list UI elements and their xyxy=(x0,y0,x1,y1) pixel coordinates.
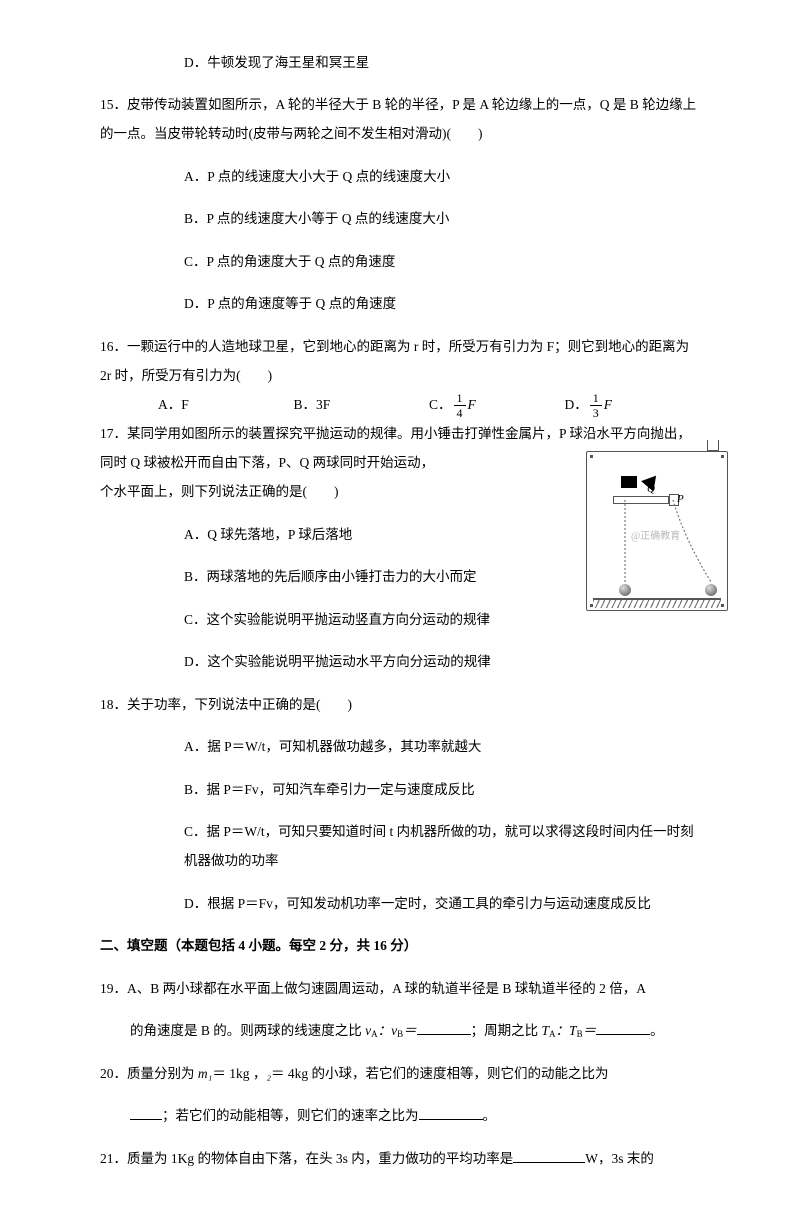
q15-option-d: D．P 点的角速度等于 Q 点的角速度 xyxy=(100,289,700,318)
q18-stem: 18．关于功率，下列说法中正确的是( ) xyxy=(100,690,700,719)
q20-eq2: ＝ 4kg 的小球，若它们的速度相等，则它们的动能之比为 xyxy=(271,1066,609,1081)
corner-dot-icon xyxy=(721,604,724,607)
q19-line2: 的角速度是 B 的。则两球的线速度之比 vA：vB＝ ；周期之比 TA：TB＝ 。 xyxy=(100,1016,700,1045)
q15-option-b: B．P 点的线速度大小等于 Q 点的线速度大小 xyxy=(100,204,700,233)
blank-input[interactable] xyxy=(513,1148,585,1163)
section-2-title: 二、填空题（本题包括 4 小题。每空 2 分，共 16 分） xyxy=(100,931,700,960)
q20-m1: m₁ xyxy=(198,1066,212,1081)
blank-input[interactable] xyxy=(130,1106,162,1121)
trajectory-icon xyxy=(615,500,719,596)
q18-option-d: D．根据 P＝Fv，可知发动机功率一定时，交通工具的牵引力与运动速度成反比 xyxy=(100,889,700,918)
q15-option-c: C．P 点的角速度大于 Q 点的角速度 xyxy=(100,247,700,276)
ground-hatch-icon xyxy=(593,600,721,608)
fraction-icon: 14 xyxy=(454,392,466,419)
q20-eq1: ＝ 1kg ， xyxy=(212,1066,266,1081)
q21-text-a: 21．质量为 1Kg 的物体自由下落，在头 3s 内，重力做功的平均功率是 xyxy=(100,1151,513,1166)
q16-c-prefix: C． xyxy=(429,397,452,412)
blank-input[interactable] xyxy=(417,1021,471,1036)
q16-options: A．F B．3F C．14F D．13F xyxy=(100,390,700,419)
q19-end: 。 xyxy=(650,1023,664,1038)
ball-q-icon xyxy=(619,584,631,596)
q16-option-b: B．3F xyxy=(294,390,430,419)
blank-input[interactable] xyxy=(419,1106,483,1121)
q16-c-suffix: F xyxy=(468,397,476,412)
q17-figure: Q P @正确教育 xyxy=(586,451,728,611)
ball-p-icon xyxy=(705,584,717,596)
q16-d-suffix: F xyxy=(604,397,612,412)
q21-text-b: W，3s 末的 xyxy=(585,1151,654,1166)
q17-option-d: D．这个实验能说明平抛运动水平方向分运动的规律 xyxy=(100,647,700,676)
label-q: Q xyxy=(647,478,655,502)
q20-end: 。 xyxy=(483,1108,497,1123)
q19-tr: TA：TB＝ xyxy=(542,1023,597,1038)
q19-text-a: 的角速度是 B 的。则两球的线速度之比 xyxy=(130,1023,365,1038)
blank-input[interactable] xyxy=(596,1021,650,1036)
q18-option-c: C．据 P＝W/t，可知只要知道时间 t 内机器所做的功，就可以求得这段时间内任… xyxy=(100,817,700,875)
fraction-icon: 13 xyxy=(590,392,602,419)
q20-text-a: 20．质量分别为 xyxy=(100,1066,198,1081)
q16-option-c: C．14F xyxy=(429,390,565,419)
q16-d-prefix: D． xyxy=(565,397,588,412)
q19-text-b: ；周期之比 xyxy=(471,1023,542,1038)
q19-vr: vA：vB＝ xyxy=(365,1023,417,1038)
q16-option-a: A．F xyxy=(158,390,294,419)
q15-option-a: A．P 点的线速度大小大于 Q 点的线速度大小 xyxy=(100,162,700,191)
q16-option-d: D．13F xyxy=(565,390,701,419)
hammer-block-icon xyxy=(621,476,637,488)
q18-option-b: B．据 P＝Fv，可知汽车牵引力一定与速度成反比 xyxy=(100,775,700,804)
q20-line2: ；若它们的动能相等，则它们的速率之比为 。 xyxy=(100,1101,700,1130)
q21-line1: 21．质量为 1Kg 的物体自由下落，在头 3s 内，重力做功的平均功率是 W，3… xyxy=(100,1144,700,1173)
corner-dot-icon xyxy=(721,455,724,458)
prev-question-option-d: D．牛顿发现了海王星和冥王星 xyxy=(100,48,700,77)
exam-page: D．牛顿发现了海王星和冥王星 15．皮带传动装置如图所示，A 轮的半径大于 B … xyxy=(0,0,800,1226)
q17-container: 17．某同学用如图所示的装置探究平抛运动的规律。用小锤击打弹性金属片，P 球沿水… xyxy=(100,419,700,676)
q20-text-b: ；若它们的动能相等，则它们的速率之比为 xyxy=(162,1108,419,1123)
corner-dot-icon xyxy=(590,455,593,458)
top-slot-icon xyxy=(707,440,719,451)
q16-stem: 16．一颗运行中的人造地球卫星，它到地心的距离为 r 时，所受万有引力为 F；则… xyxy=(100,332,700,390)
q19-line1: 19．A、B 两小球都在水平面上做匀速圆周运动，A 球的轨道半径是 B 球轨道半… xyxy=(100,974,700,1003)
q18-option-a: A．据 P＝W/t，可知机器做功越多，其功率就越大 xyxy=(100,732,700,761)
q20-line1: 20．质量分别为 m₁＝ 1kg ，₂＝ 4kg 的小球，若它们的速度相等，则它… xyxy=(100,1059,700,1088)
q15-stem: 15．皮带传动装置如图所示，A 轮的半径大于 B 轮的半径，P 是 A 轮边缘上… xyxy=(100,90,700,148)
